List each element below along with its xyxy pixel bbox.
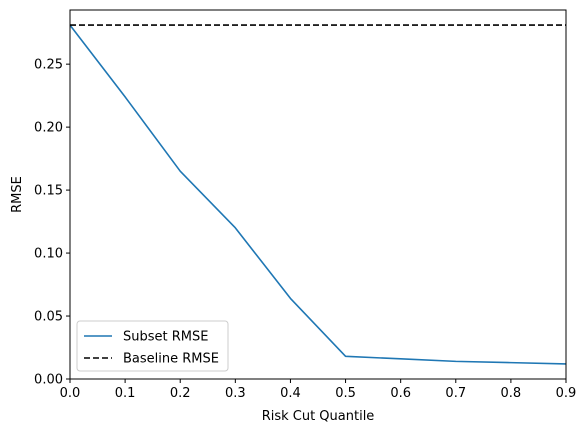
plot-area [69, 24, 567, 365]
axes-frame [69, 9, 567, 380]
x-tick-label: 0.8 [501, 386, 522, 401]
legend-label-baseline-rmse: Baseline RMSE [123, 352, 219, 367]
x-tick-label: 0.9 [556, 386, 577, 401]
y-tick-label: 0.10 [34, 247, 63, 262]
y-tick-label: 0.00 [34, 373, 63, 388]
legend-box [76, 320, 229, 372]
x-tick-label: 0.4 [280, 386, 301, 401]
ticks: 0.0 0.1 0.2 0.3 0.4 0.5 0.6 0.7 0.8 0.9 0.00 0.05 0.… [34, 58, 576, 401]
x-tick-label: 0.6 [390, 386, 411, 401]
legend: Subset RMSE Baseline RMSE [76, 320, 229, 372]
y-tick-label: 0.20 [34, 121, 63, 136]
y-tick-label: 0.15 [34, 184, 63, 199]
x-tick-label: 0.3 [225, 386, 246, 401]
y-tick-label: 0.25 [34, 58, 63, 73]
x-tick-label: 0.7 [445, 386, 466, 401]
series-line-subset-rmse [69, 24, 567, 365]
x-tick-label: 0.2 [170, 386, 191, 401]
x-axis-label: Risk Cut Quantile [262, 409, 375, 424]
legend-label-subset-rmse: Subset RMSE [123, 330, 208, 345]
y-tick-label: 0.05 [34, 310, 63, 325]
x-tick-label: 0.0 [60, 386, 81, 401]
y-axis-label: RMSE [10, 176, 25, 213]
x-tick-label: 0.1 [115, 386, 136, 401]
x-tick-label: 0.5 [335, 386, 356, 401]
